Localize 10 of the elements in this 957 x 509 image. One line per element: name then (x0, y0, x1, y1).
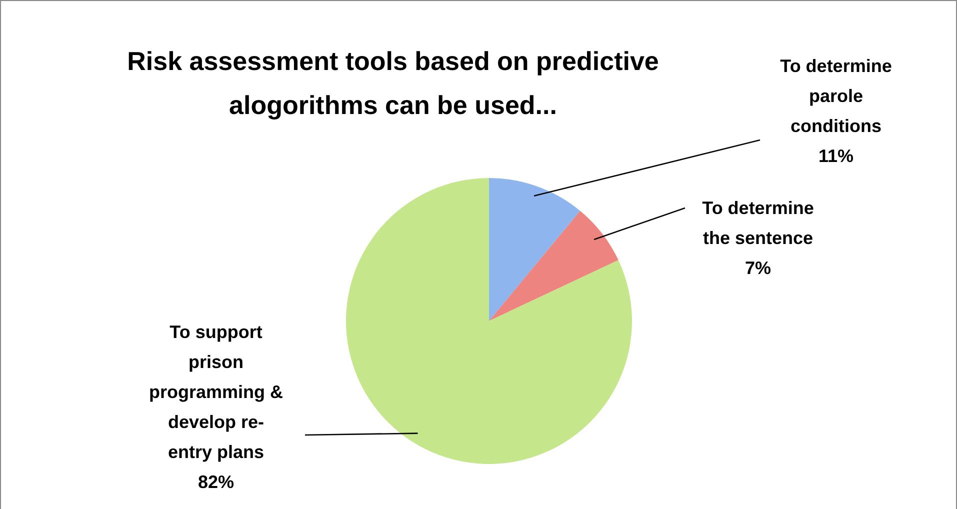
data-label: 11% (818, 146, 854, 166)
data-label: 7% (744, 258, 772, 278)
chart-title: Risk assessment tools based on predictive alogorithms can be used... (127, 46, 659, 120)
pie-slice (489, 178, 580, 321)
slice-label: To support prison programming & develop re-entry plans (148, 322, 284, 462)
pie-slice (489, 210, 618, 321)
slice-label: To determine the sentence (702, 198, 814, 248)
data-label: 82% (198, 472, 234, 492)
pie-slice (346, 178, 632, 464)
slice-label: To determine parole conditions (780, 56, 892, 136)
